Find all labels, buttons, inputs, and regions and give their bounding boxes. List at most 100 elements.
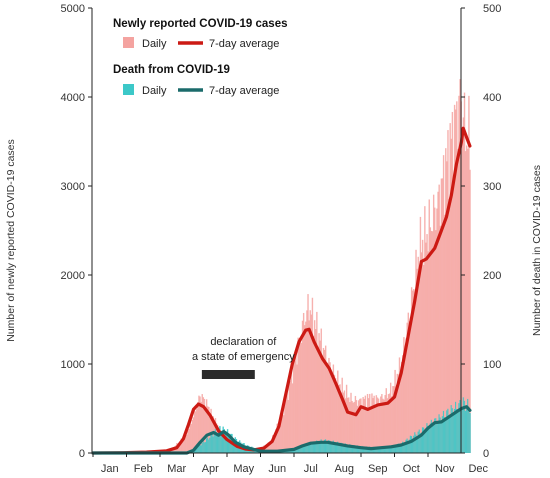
cases-daily-bar — [370, 406, 372, 453]
deaths-daily-bar — [386, 446, 389, 453]
cases-daily-bar — [295, 352, 297, 453]
deaths-daily-bar — [305, 445, 307, 453]
cases-daily-bar — [323, 349, 326, 453]
left-tick-label: 0 — [79, 448, 85, 460]
cases-daily-bar — [306, 310, 308, 453]
cases-daily-bar — [342, 392, 344, 453]
cases-daily-bar — [378, 405, 381, 453]
deaths-daily-bar — [194, 447, 197, 453]
cases-daily-bar — [409, 317, 412, 453]
deaths-daily-bar — [334, 444, 337, 453]
cases-daily-bar — [397, 374, 400, 453]
cases-daily-bar — [290, 371, 293, 453]
cases-daily-bar — [374, 406, 376, 453]
cases-daily-bar — [283, 415, 285, 453]
cases-daily-bar — [186, 434, 188, 453]
deaths-daily-bar — [371, 448, 373, 453]
cases-daily-bar — [189, 420, 191, 453]
month-tick-label: Jan — [101, 463, 119, 475]
cases-daily-bar — [431, 231, 434, 453]
cases-daily-bar — [449, 123, 451, 453]
annotation-text-line1: declaration of — [210, 336, 277, 348]
deaths-daily-bar — [328, 440, 330, 453]
deaths-daily-bar — [197, 446, 199, 453]
cases-daily-bar — [418, 275, 421, 453]
right-tick-label: 200 — [483, 270, 501, 282]
cases-daily-bar — [341, 377, 343, 453]
deaths-daily-bar — [383, 447, 385, 453]
cases-daily-bar — [333, 374, 336, 453]
cases-daily-bar — [193, 408, 196, 453]
cases-daily-bar — [301, 320, 304, 453]
deaths-daily-bar — [344, 443, 347, 453]
cases-daily-bar — [322, 347, 325, 453]
deaths-daily-bar — [443, 417, 446, 453]
deaths-daily-bar — [445, 419, 447, 453]
cases-daily-bar — [293, 357, 295, 453]
cases-daily-bar — [315, 329, 317, 453]
deaths-daily-bar — [436, 424, 438, 453]
deaths-daily-bar — [302, 446, 305, 453]
cases-daily-bar — [266, 445, 268, 453]
deaths-daily-bar — [401, 443, 403, 453]
deaths-daily-bar — [388, 446, 391, 453]
cases-daily-bar — [208, 406, 210, 453]
right-tick-label: 500 — [483, 3, 501, 15]
cases-daily-bar — [441, 178, 444, 453]
cases-daily-bar — [434, 207, 436, 453]
deaths-daily-bar — [198, 444, 200, 453]
deaths-daily-bar — [380, 447, 382, 453]
cases-daily-bar — [461, 128, 464, 453]
deaths-daily-bar — [430, 419, 433, 453]
cases-daily-bar — [440, 178, 443, 454]
cases-daily-bar — [327, 362, 329, 453]
cases-daily-bar — [291, 383, 294, 453]
deaths-daily-bar — [308, 442, 310, 453]
cases-daily-bar — [274, 432, 276, 453]
deaths-daily-bar — [404, 442, 406, 453]
deaths-daily-bar — [220, 430, 222, 453]
deaths-daily-bar — [352, 445, 354, 453]
cases-daily-bar — [281, 410, 284, 453]
cases-daily-bar — [308, 320, 310, 453]
deaths-daily-bar — [456, 408, 458, 453]
cases-daily-bar — [351, 400, 353, 453]
deaths-daily-bar — [296, 447, 298, 453]
month-tick-label: Sep — [368, 463, 388, 475]
deaths-daily-bar — [373, 446, 375, 453]
cases-daily-bar — [355, 400, 358, 453]
deaths-daily-bar — [442, 410, 445, 453]
cases-daily-bar — [404, 351, 406, 453]
cases-daily-bar — [361, 407, 363, 453]
deaths-daily-bar — [434, 418, 436, 453]
cases-daily-bar — [437, 191, 439, 453]
cases-daily-bar — [457, 148, 459, 453]
cases-daily-bar — [412, 290, 414, 453]
deaths-daily-bar — [387, 447, 390, 453]
deaths-daily-bar — [378, 447, 381, 453]
cases-daily-bar — [204, 408, 207, 453]
deaths-daily-bar — [340, 442, 342, 453]
deaths-daily-bar — [289, 450, 292, 453]
deaths-daily-bar — [468, 406, 470, 453]
deaths-daily-bar — [432, 425, 435, 453]
deaths-daily-bar — [376, 447, 379, 453]
cases-7day-average-line — [91, 126, 472, 455]
cases-daily-bar — [394, 369, 396, 453]
deaths-daily-bar — [339, 444, 341, 453]
right-tick-label: 300 — [483, 181, 501, 193]
deaths-daily-bar — [318, 443, 320, 453]
cases-daily-bar — [311, 297, 314, 453]
deaths-daily-bar — [452, 415, 455, 453]
deaths-daily-bar — [461, 408, 464, 453]
deaths-daily-bar — [218, 427, 220, 453]
right-tick-label: 400 — [483, 92, 501, 104]
cases-daily-bar — [280, 413, 283, 453]
deaths-daily-bar — [202, 441, 205, 453]
deaths-daily-bar — [313, 443, 316, 453]
cases-daily-bar — [445, 148, 447, 454]
cases-daily-bar — [451, 111, 454, 453]
cases-daily-bar — [376, 397, 379, 453]
daily-bars-layer — [93, 79, 471, 454]
